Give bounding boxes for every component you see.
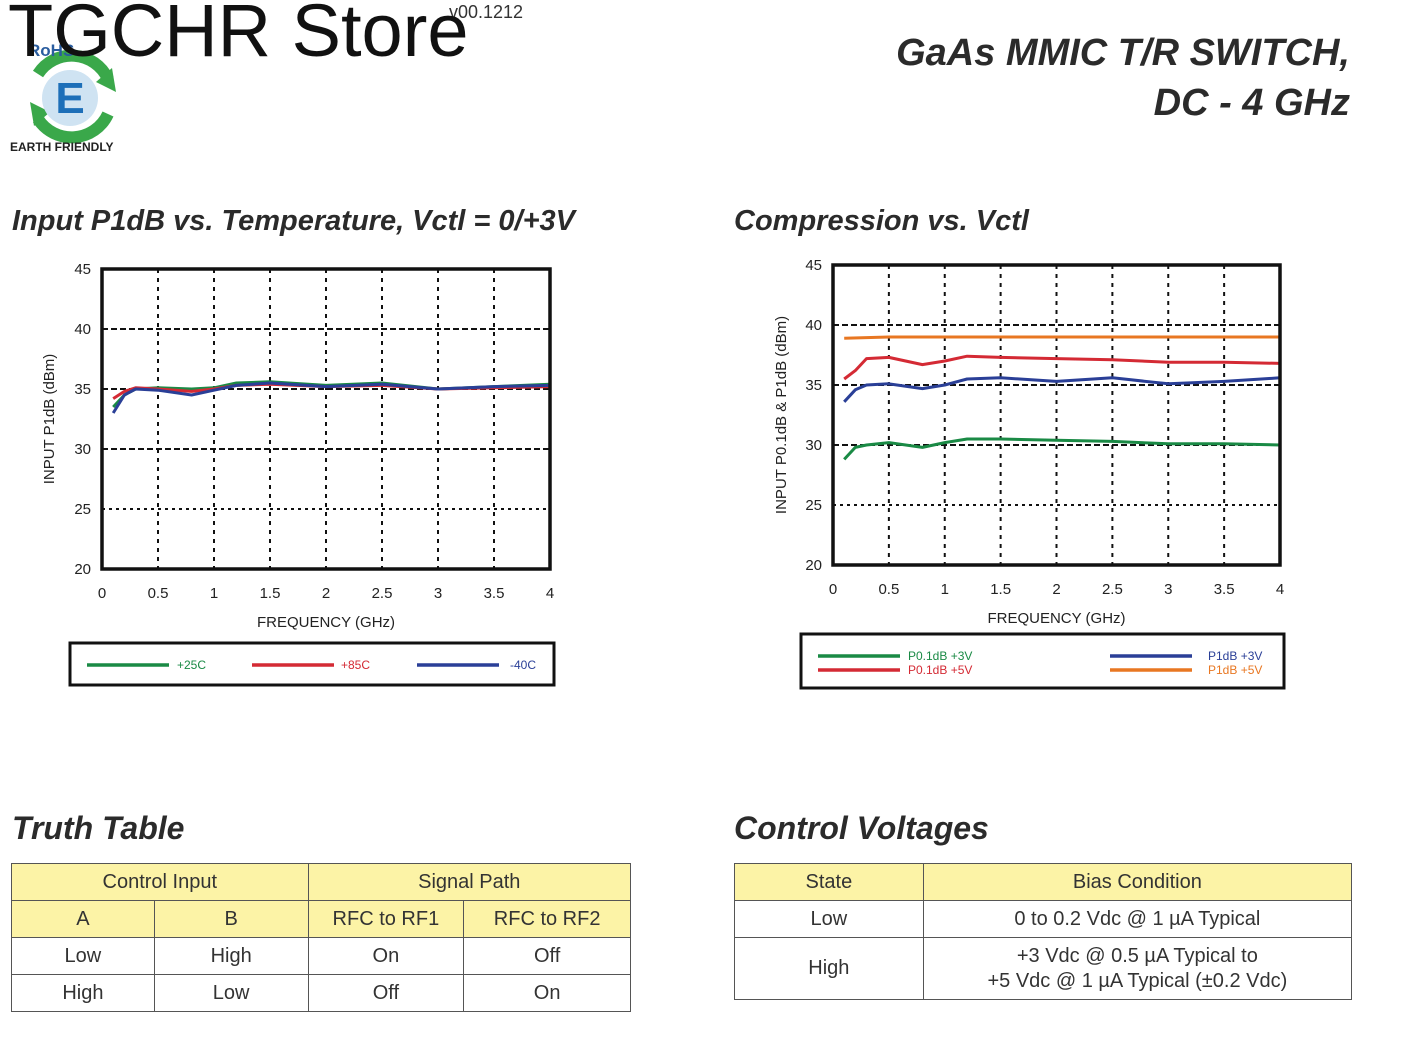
title-line-1: GaAs MMIC T/R SWITCH, bbox=[896, 32, 1350, 74]
x-tick-label: 4 bbox=[546, 585, 554, 602]
series-line bbox=[843, 376, 1281, 403]
x-tick-label: 3 bbox=[1164, 581, 1172, 598]
truth-table-group-header-row: Control Input Signal Path bbox=[11, 863, 632, 901]
legend-label: P0.1dB +3V bbox=[908, 649, 972, 663]
x-tick-label: 1 bbox=[210, 585, 218, 602]
series-line bbox=[844, 335, 1280, 340]
table-cell: Low bbox=[734, 900, 924, 938]
plot-frame bbox=[831, 263, 1282, 567]
version-label: v00.1212 bbox=[449, 2, 524, 22]
x-tick-label: 2 bbox=[322, 585, 330, 602]
legend-label: P1dB +5V bbox=[1208, 663, 1262, 677]
x-tick-label: 0.5 bbox=[878, 581, 899, 598]
y-tick-label: 20 bbox=[805, 557, 822, 574]
x-tick-label: 3 bbox=[434, 585, 442, 602]
y-tick-label: 25 bbox=[74, 501, 91, 518]
legend-label: P1dB +3V bbox=[1208, 649, 1262, 663]
y-tick-label: 45 bbox=[805, 257, 822, 274]
truth-table: Control Input Signal Path A B RFC to RF1… bbox=[11, 863, 632, 1012]
x-tick-label: 3.5 bbox=[1214, 581, 1235, 598]
table-cell: High bbox=[734, 937, 924, 1000]
bias-line: +5 Vdc @ 1 µA Typical (±0.2 Vdc) bbox=[987, 969, 1288, 992]
table-cell: Off bbox=[463, 937, 631, 975]
y-tick-label: 45 bbox=[74, 261, 91, 278]
table-cell: 0 to 0.2 Vdc @ 1 µA Typical bbox=[922, 900, 1353, 938]
y-tick-label: 20 bbox=[74, 561, 91, 578]
control-voltages-header-row: State Bias Condition bbox=[734, 863, 1353, 901]
control-voltages-table: State Bias Condition Low 0 to 0.2 Vdc @ … bbox=[734, 863, 1353, 1000]
x-tick-label: 0.5 bbox=[148, 585, 169, 602]
svg-text:EARTH FRIENDLY: EARTH FRIENDLY bbox=[10, 140, 114, 154]
legend-label: +85C bbox=[341, 658, 370, 672]
column-header: RFC to RF2 bbox=[463, 900, 631, 938]
y-axis-label: INPUT P1dB (dBm) bbox=[41, 354, 58, 485]
x-axis-label: FREQUENCY (GHz) bbox=[257, 614, 395, 631]
y-tick-label: 40 bbox=[805, 317, 822, 334]
column-header: Bias Condition bbox=[922, 863, 1353, 901]
x-axis-label: FREQUENCY (GHz) bbox=[987, 610, 1125, 627]
y-tick-label: 30 bbox=[805, 437, 822, 454]
table-cell: High bbox=[153, 937, 309, 975]
y-tick-label: 25 bbox=[805, 497, 822, 514]
column-header: RFC to RF1 bbox=[307, 900, 465, 938]
document-title: GaAs MMIC T/R SWITCH, DC - 4 GHz bbox=[896, 28, 1350, 128]
column-header: State bbox=[734, 863, 924, 901]
x-tick-label: 2 bbox=[1052, 581, 1060, 598]
truth-table-title: Truth Table bbox=[12, 810, 185, 846]
p1db-temperature-chart: 0 0.5 1 1.5 2 2.5 3 3.5 4 20 25 30 35 40 45 FREQUENCY (… bbox=[41, 261, 556, 687]
truth-table-header-row: A B RFC to RF1 RFC to RF2 bbox=[11, 900, 631, 938]
title-line-2: DC - 4 GHz bbox=[1153, 82, 1350, 124]
table-cell: On bbox=[307, 937, 465, 975]
legend-label: +25C bbox=[177, 658, 206, 672]
legend-box bbox=[799, 632, 1286, 690]
table-cell: Low bbox=[153, 974, 309, 1012]
column-group-header: Signal Path bbox=[307, 863, 632, 901]
rohs-earth-friendly-logo: E RoHS EARTH FRIENDLY bbox=[10, 41, 116, 154]
x-tick-label: 1.5 bbox=[260, 585, 281, 602]
series-line bbox=[111, 381, 551, 414]
series-line bbox=[843, 354, 1281, 381]
table-row: Low High On Off bbox=[11, 937, 631, 975]
column-group-header: Control Input bbox=[11, 863, 309, 901]
table-cell: +3 Vdc @ 0.5 µA Typical to +5 Vdc @ 1 µA… bbox=[922, 937, 1353, 1000]
x-tick-label: 4 bbox=[1276, 581, 1284, 598]
column-header: B bbox=[153, 900, 309, 938]
x-tick-label: 1 bbox=[941, 581, 949, 598]
x-tick-label: 0 bbox=[829, 581, 837, 598]
plot-frame bbox=[100, 267, 552, 571]
x-tick-label: 3.5 bbox=[484, 585, 505, 602]
y-axis-label: INPUT P0.1dB & P1dB (dBm) bbox=[773, 316, 790, 514]
table-cell: Low bbox=[11, 937, 155, 975]
x-tick-label: 2.5 bbox=[372, 585, 393, 602]
x-tick-label: 1.5 bbox=[990, 581, 1011, 598]
bias-line: +3 Vdc @ 0.5 µA Typical to bbox=[1016, 944, 1258, 967]
y-tick-label: 35 bbox=[805, 377, 822, 394]
y-tick-label: 35 bbox=[74, 381, 91, 398]
table-cell: Off bbox=[307, 974, 465, 1012]
control-voltages-title: Control Voltages bbox=[734, 810, 989, 846]
x-tick-label: 0 bbox=[98, 585, 106, 602]
chart-2-title: Compression vs. Vctl bbox=[734, 205, 1029, 237]
legend-label: P0.1dB +5V bbox=[908, 663, 972, 677]
y-tick-label: 30 bbox=[74, 441, 91, 458]
column-header: A bbox=[11, 900, 155, 938]
chart-1-title: Input P1dB vs. Temperature, Vctl = 0/+3V bbox=[12, 205, 576, 237]
svg-text:RoHS: RoHS bbox=[28, 41, 74, 60]
table-row: High +3 Vdc @ 0.5 µA Typical to +5 Vdc @… bbox=[734, 937, 1353, 1000]
compression-vctl-chart: 0 0.5 1 1.5 2 2.5 3 3.5 4 20 25 30 35 40 45 FREQUENCY (… bbox=[773, 257, 1286, 690]
table-row: High Low Off On bbox=[11, 974, 631, 1012]
x-tick-label: 2.5 bbox=[1102, 581, 1123, 598]
table-row: Low 0 to 0.2 Vdc @ 1 µA Typical bbox=[734, 900, 1353, 938]
y-tick-label: 40 bbox=[74, 321, 91, 338]
store-watermark: TGCHR Store bbox=[8, 0, 469, 72]
svg-text:E: E bbox=[55, 74, 84, 123]
series-line bbox=[843, 437, 1281, 461]
table-cell: On bbox=[463, 974, 631, 1012]
legend-label: -40C bbox=[510, 658, 536, 672]
table-cell: High bbox=[11, 974, 155, 1012]
